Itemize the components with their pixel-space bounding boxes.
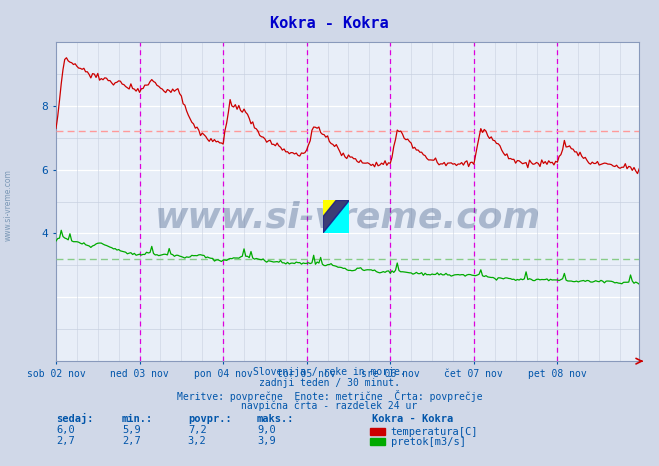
- Text: maks.:: maks.:: [257, 414, 295, 424]
- Polygon shape: [323, 200, 349, 233]
- Text: www.si-vreme.com: www.si-vreme.com: [3, 169, 13, 241]
- Text: 7,2: 7,2: [188, 425, 206, 435]
- Text: 2,7: 2,7: [56, 436, 74, 445]
- Text: 6,0: 6,0: [56, 425, 74, 435]
- Text: 9,0: 9,0: [257, 425, 275, 435]
- Text: sedaj:: sedaj:: [56, 413, 94, 424]
- Text: www.si-vreme.com: www.si-vreme.com: [155, 200, 540, 234]
- Text: min.:: min.:: [122, 414, 153, 424]
- Text: Kokra - Kokra: Kokra - Kokra: [270, 16, 389, 31]
- Text: Meritve: povprečne  Enote: metrične  Črta: povprečje: Meritve: povprečne Enote: metrične Črta:…: [177, 390, 482, 402]
- Text: Kokra - Kokra: Kokra - Kokra: [372, 414, 453, 424]
- Text: povpr.:: povpr.:: [188, 414, 231, 424]
- Text: 5,9: 5,9: [122, 425, 140, 435]
- Text: navpična črta - razdelek 24 ur: navpična črta - razdelek 24 ur: [241, 401, 418, 411]
- Text: 2,7: 2,7: [122, 436, 140, 445]
- Text: temperatura[C]: temperatura[C]: [391, 427, 478, 437]
- Text: 3,2: 3,2: [188, 436, 206, 445]
- Text: zadnji teden / 30 minut.: zadnji teden / 30 minut.: [259, 378, 400, 388]
- Polygon shape: [323, 200, 349, 233]
- Polygon shape: [323, 200, 349, 233]
- Text: 3,9: 3,9: [257, 436, 275, 445]
- Text: pretok[m3/s]: pretok[m3/s]: [391, 437, 466, 447]
- Text: Slovenija / reke in morje.: Slovenija / reke in morje.: [253, 367, 406, 377]
